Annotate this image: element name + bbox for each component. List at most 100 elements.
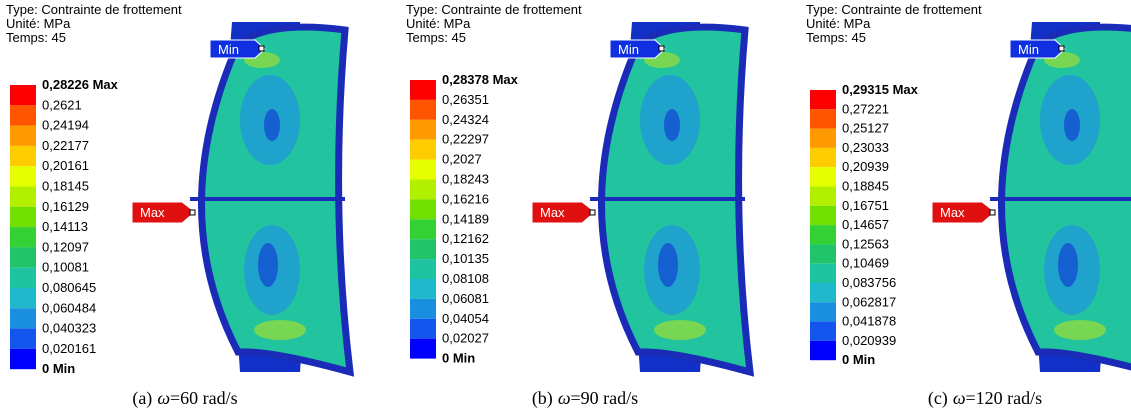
- legend-swatch: [10, 166, 36, 187]
- stress-zone: [664, 109, 680, 141]
- legend-swatch: [10, 145, 36, 167]
- legend-label: 0,12097: [42, 239, 89, 254]
- legend-swatch: [810, 321, 836, 341]
- stress-zone: [658, 243, 678, 287]
- min-callout: [609, 39, 666, 59]
- legend-swatch: [410, 338, 436, 359]
- legend-label: 0,02027: [442, 331, 489, 346]
- legend-swatch: [810, 340, 836, 361]
- caption-symbol: ω: [157, 388, 170, 408]
- legend-swatch: [810, 205, 836, 226]
- header-line: Temps: 45: [806, 30, 866, 45]
- brake-pad: [190, 22, 355, 377]
- legend-swatch: [810, 147, 836, 168]
- legend-label: 0,22297: [442, 132, 489, 147]
- max-marker: [189, 209, 196, 216]
- stress-zone: [654, 320, 706, 340]
- legend-label: 0,08108: [442, 271, 489, 286]
- min-callout: [1009, 39, 1066, 59]
- legend-label: 0 Min: [442, 351, 475, 366]
- header-line: Unité: MPa: [6, 16, 71, 31]
- min-callout: [209, 39, 266, 59]
- brake-pad: [990, 22, 1131, 372]
- legend-label: 0,20939: [842, 159, 889, 174]
- stress-zone: [264, 109, 280, 141]
- legend-label: 0,12162: [442, 231, 489, 246]
- header-line: Temps: 45: [406, 30, 466, 45]
- legend-swatch: [10, 308, 36, 329]
- legend-swatch: [410, 259, 436, 279]
- legend-label: 0,12563: [842, 236, 889, 251]
- caption: (b) ω=90 rad/s: [532, 388, 638, 409]
- legend-swatch: [410, 139, 436, 160]
- legend-swatch: [10, 328, 36, 349]
- legend-swatch: [810, 244, 836, 264]
- header-line: Type: Contrainte de frottement: [806, 2, 982, 17]
- legend-label: 0,080645: [42, 280, 96, 295]
- header-line: Unité: MPa: [406, 16, 471, 31]
- max-marker: [989, 209, 996, 216]
- legend-label: 0,062817: [842, 294, 896, 309]
- max-label: Max: [140, 205, 165, 220]
- caption: (c) ω=120 rad/s: [928, 388, 1042, 409]
- header-line: Type: Contrainte de frottement: [6, 2, 182, 17]
- legend-label: 0,083756: [842, 275, 896, 290]
- min-label: Min: [218, 42, 239, 57]
- legend-label: 0,25127: [842, 121, 889, 136]
- legend-swatch: [410, 199, 436, 220]
- legend-label: 0,29315 Max: [842, 82, 919, 97]
- header-line: Type: Contrainte de frottement: [406, 2, 582, 17]
- stress-zone: [258, 243, 278, 287]
- header-line: Unité: MPa: [806, 16, 871, 31]
- legend-label: 0,060484: [42, 300, 96, 315]
- legend-label: 0,2621: [42, 97, 82, 112]
- legend-swatch: [10, 288, 36, 309]
- max-label: Max: [940, 205, 965, 220]
- brake-pad: [590, 22, 755, 377]
- legend-label: 0,22177: [42, 138, 89, 153]
- legend-swatch: [10, 227, 36, 248]
- legend-label: 0,041878: [842, 314, 896, 329]
- legend-label: 0 Min: [42, 361, 75, 376]
- legend-swatch: [10, 85, 36, 106]
- legend-swatch: [810, 225, 836, 245]
- legend-label: 0,26351: [442, 92, 489, 107]
- min-label: Min: [618, 42, 639, 57]
- caption-value: =60 rad/s: [170, 388, 238, 408]
- min-marker: [658, 45, 665, 52]
- legend-swatch: [810, 109, 836, 129]
- legend-label: 0,18845: [842, 179, 889, 194]
- legend-label: 0,24324: [442, 112, 489, 127]
- max-callout: [131, 201, 196, 224]
- stress-zone: [1054, 320, 1106, 340]
- caption-symbol: ω: [953, 388, 966, 408]
- min-marker: [1058, 45, 1065, 52]
- legend-label: 0,10469: [842, 256, 889, 271]
- max-callout: [531, 201, 596, 224]
- max-marker: [589, 209, 596, 216]
- legend-label: 0,16129: [42, 199, 89, 214]
- legend-swatch: [10, 125, 36, 146]
- legend-swatch: [410, 80, 436, 100]
- caption-value: =120 rad/s: [966, 388, 1043, 408]
- legend-label: 0,16751: [842, 198, 889, 213]
- legend-label: 0,16216: [442, 191, 489, 206]
- legend-swatch: [810, 263, 836, 283]
- legend-label: 0,06081: [442, 291, 489, 306]
- legend-label: 0,18145: [42, 179, 89, 194]
- stress-zone: [254, 320, 306, 340]
- caption-label: (c): [928, 388, 948, 409]
- legend-label: 0,040323: [42, 321, 96, 336]
- legend-swatch: [810, 302, 836, 322]
- legend-label: 0,27221: [842, 101, 889, 116]
- legend-label: 0,28378 Max: [442, 72, 519, 87]
- legend-label: 0,18243: [442, 172, 489, 187]
- legend-swatch: [10, 105, 36, 126]
- stress-zone: [1064, 109, 1080, 141]
- legend-swatch: [810, 167, 836, 187]
- legend-swatch: [10, 247, 36, 268]
- legend-label: 0,10081: [42, 260, 89, 275]
